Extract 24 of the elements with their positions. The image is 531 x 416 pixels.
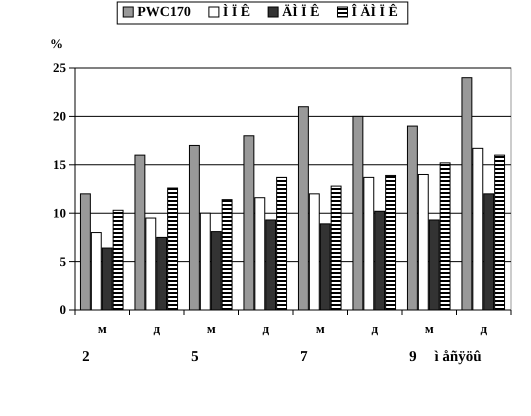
y-tick-label: 10 [53,205,66,220]
text: 7 [300,349,308,365]
y-tick-label: 20 [53,108,66,124]
x-tick-label: д [262,321,270,336]
y-tick-label: 0 [60,302,66,318]
legend-label: Î ÄÌ Ï Ê [351,3,398,20]
text: 2 [82,349,90,365]
text: ì åñÿöû [434,349,482,365]
x-tick-label: д [480,321,488,336]
y-tick-label: 5 [60,254,66,269]
text: 5 [191,349,199,365]
x-tick-label: м [206,321,216,336]
x-tick-label: д [153,321,160,336]
x-tick-label: м [98,321,107,336]
y-tick-label: 15 [53,156,66,172]
y-tick-label: 25 [53,60,66,76]
x-tick-label: м [316,321,325,336]
legend-label: PWC170 [137,5,191,20]
text: 9 [409,349,417,365]
x-tick-label: м [424,321,434,336]
legend-label: ÄÌ Ï Ê [282,3,320,20]
legend-label: Ì Ï Ê [222,3,250,20]
y-axis-title: % [50,36,63,51]
x-tick-label: д [371,321,378,336]
